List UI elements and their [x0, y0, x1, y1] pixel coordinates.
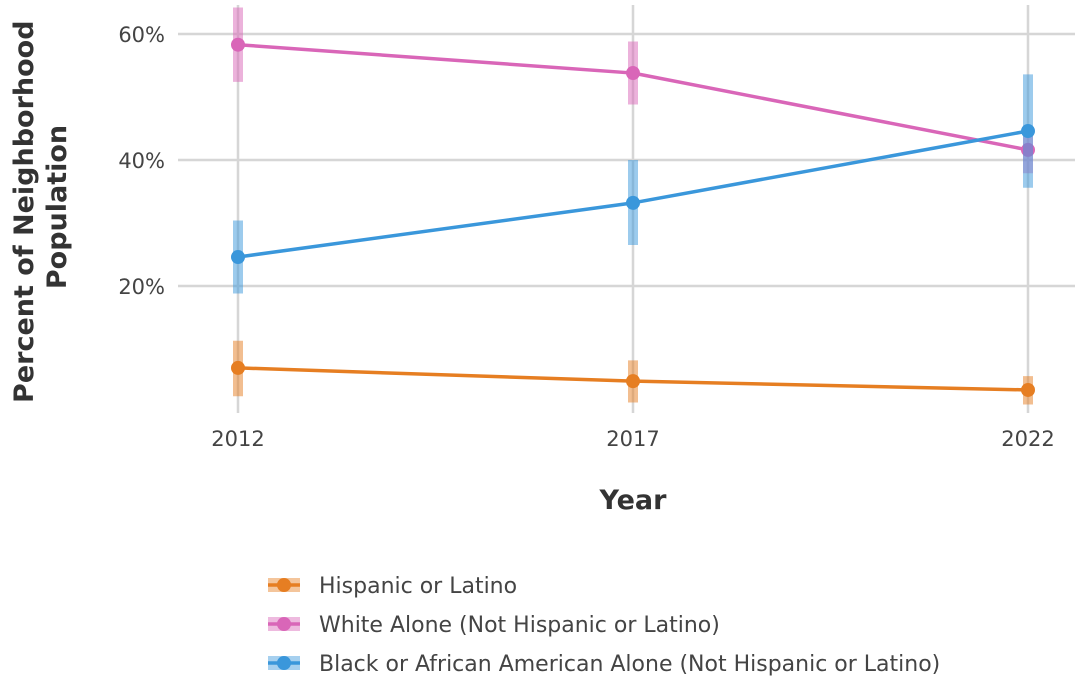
x-tick-label: 2022: [1001, 427, 1054, 451]
series-layer: [231, 7, 1035, 405]
legend-label: Hispanic or Latino: [319, 574, 517, 599]
y-axis-title-line-1: Percent of Neighborhood: [9, 20, 40, 403]
y-axis-title: Percent of Neighborhood Population: [9, 11, 73, 403]
x-tick-label: 2012: [211, 427, 264, 451]
data-point: [1021, 124, 1035, 139]
series-1: [231, 340, 1035, 405]
legend-item-3: Black or African American Alone (Not His…: [268, 652, 940, 677]
data-point: [1021, 382, 1035, 397]
data-point: [626, 66, 640, 81]
y-tick-label: 20%: [118, 275, 165, 299]
y-tick-label: 40%: [118, 149, 165, 173]
y-axis-title-line-2: Population: [42, 125, 73, 289]
x-tick-label: 2017: [606, 427, 659, 451]
data-point: [231, 360, 245, 375]
data-point: [626, 374, 640, 389]
legend-label: Black or African American Alone (Not His…: [319, 652, 940, 677]
x-axis-tick-labels: 2012 2017 2022: [211, 427, 1054, 451]
legend-item-1: Hispanic or Latino: [268, 574, 517, 599]
legend-key-point: [277, 656, 291, 670]
data-point: [626, 195, 640, 210]
legend-item-2: White Alone (Not Hispanic or Latino): [268, 613, 720, 638]
x-axis-title: Year: [599, 485, 668, 516]
data-point: [231, 250, 245, 265]
data-point: [231, 37, 245, 52]
legend-key-point: [277, 617, 291, 631]
series-3: [231, 74, 1035, 294]
grid-lines: [178, 5, 1075, 413]
legend-label: White Alone (Not Hispanic or Latino): [319, 613, 720, 638]
legend-key-point: [277, 578, 291, 592]
y-tick-label: 60%: [118, 23, 165, 47]
y-axis-tick-labels: 20% 40% 60%: [118, 23, 165, 299]
legend: Hispanic or Latino White Alone (Not Hispa…: [268, 574, 940, 677]
